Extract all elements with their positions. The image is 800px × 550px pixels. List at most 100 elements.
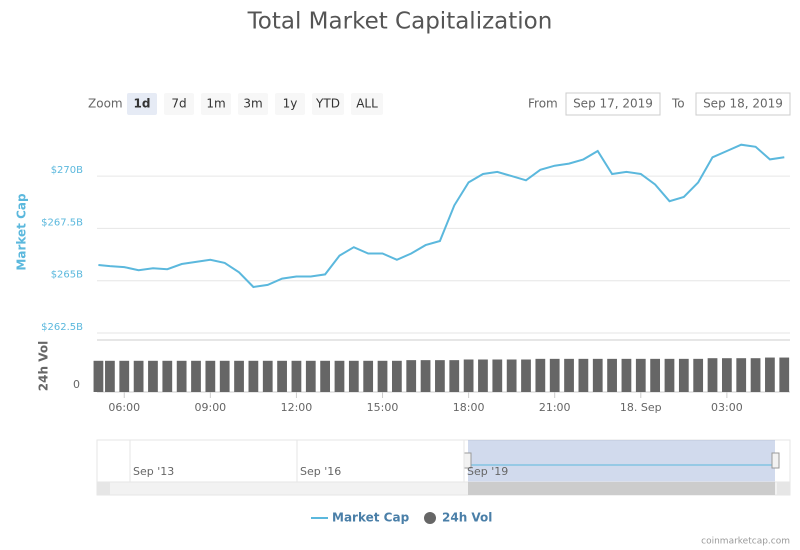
navigator[interactable] — [96, 439, 791, 483]
scrollbar-thumb[interactable] — [468, 482, 775, 495]
y-tick-label: $270B — [51, 165, 83, 176]
volume-bar — [320, 360, 331, 392]
y2-axis-label: 24h Vol — [37, 341, 51, 391]
credit: coinmarketcap.com — [701, 537, 790, 547]
volume-bar — [348, 360, 359, 392]
zoom-button-label[interactable]: 1d — [134, 97, 151, 111]
zoom-button-label[interactable]: 3m — [243, 97, 262, 111]
volume-bar — [133, 360, 144, 392]
volume-bar — [191, 360, 201, 392]
volume-bar — [234, 360, 244, 392]
volume-bar — [248, 360, 259, 392]
x-tick-label: 21:00 — [539, 401, 571, 414]
volume-bar — [148, 360, 158, 392]
x-tick-label: 18. Sep — [620, 401, 662, 414]
chart-title: Total Market Capitalization — [247, 9, 553, 35]
zoom-button-label[interactable]: 1y — [283, 97, 298, 111]
volume-bar — [277, 360, 287, 392]
x-tick-label: 18:00 — [453, 401, 485, 414]
volume-bar — [779, 357, 790, 392]
volume-bar — [262, 360, 273, 392]
y-axis-label: Market Cap — [15, 193, 29, 271]
volume-bar — [549, 358, 560, 392]
volume-bar — [205, 360, 216, 392]
volume-bar — [377, 360, 388, 392]
zoom-label: Zoom — [88, 97, 123, 111]
zoom-button-label[interactable]: ALL — [356, 97, 378, 111]
zoom-button-label[interactable]: 7d — [171, 97, 186, 111]
volume-bar — [736, 358, 747, 392]
to-label: To — [671, 97, 685, 111]
x-tick-label: 15:00 — [367, 401, 399, 414]
volume-bar — [607, 358, 617, 392]
from-date[interactable]: Sep 17, 2019 — [573, 97, 653, 111]
scroll-right[interactable] — [777, 482, 790, 495]
zoom-button[interactable] — [351, 93, 383, 115]
zoom-button[interactable] — [201, 93, 231, 115]
volume-bar — [578, 358, 589, 392]
volume-bar — [492, 359, 503, 392]
volume-bar — [621, 358, 632, 392]
volume-bar — [219, 360, 230, 392]
navigator-label: Sep '13 — [133, 465, 174, 478]
y-tick-label: $262.5B — [41, 322, 83, 333]
volume-bar — [406, 360, 417, 392]
volume-bar — [506, 359, 517, 392]
volume-bar — [765, 357, 775, 392]
volume-bar — [334, 360, 345, 392]
volume-bar — [420, 360, 431, 392]
volume-bar — [707, 358, 718, 392]
volume-bar — [664, 358, 675, 392]
x-tick-label: 12:00 — [281, 401, 313, 414]
volume-bar — [693, 358, 704, 392]
volume-bar — [635, 358, 646, 392]
volume-bar — [162, 360, 173, 392]
navigator-handle[interactable] — [771, 452, 780, 469]
zoom-button-label[interactable]: 1m — [206, 97, 225, 111]
volume-bar — [721, 358, 732, 392]
volume-bar — [435, 360, 445, 392]
volume-bar — [463, 359, 474, 392]
x-tick-label: 06:00 — [108, 401, 140, 414]
zoom-button-label[interactable]: YTD — [315, 97, 340, 111]
scroll-left[interactable] — [97, 482, 110, 495]
zoom-button[interactable] — [164, 93, 194, 115]
zoom-button[interactable] — [238, 93, 268, 115]
volume-bar — [449, 360, 460, 392]
volume-bar — [564, 358, 574, 392]
volume-bar — [363, 360, 374, 392]
zoom-button[interactable] — [275, 93, 305, 115]
volume-bar — [93, 360, 104, 392]
y-tick-label: $265B — [51, 270, 83, 281]
volume-bar — [678, 358, 689, 392]
from-input[interactable] — [565, 92, 661, 116]
to-input[interactable] — [695, 92, 791, 116]
to-date[interactable]: Sep 18, 2019 — [703, 97, 783, 111]
y-tick-label: $267.5B — [41, 217, 83, 228]
volume-bar — [105, 360, 115, 392]
volume-bar — [750, 358, 761, 392]
volume-bar — [176, 360, 187, 392]
legend-label[interactable]: 24h Vol — [442, 511, 492, 525]
volume-bar — [305, 360, 316, 392]
navigator-label: Sep '19 — [467, 465, 508, 478]
zoom-button[interactable] — [312, 93, 344, 115]
volume-bar — [650, 358, 661, 392]
x-tick-label: 03:00 — [711, 401, 743, 414]
legend-label[interactable]: Market Cap — [332, 511, 410, 525]
market-cap-line — [98, 143, 785, 289]
legend-symbol — [424, 512, 436, 524]
volume-bar — [119, 360, 130, 392]
navigator-label: Sep '16 — [300, 465, 341, 478]
volume-bar — [291, 360, 302, 392]
x-tick-label: 09:00 — [194, 401, 226, 414]
from-label: From — [528, 97, 558, 111]
navigator-selection[interactable] — [468, 440, 775, 482]
zoom-button[interactable] — [127, 93, 157, 115]
volume-bar — [391, 360, 402, 392]
y2-tick-label: 0 — [73, 378, 80, 391]
volume-bar — [478, 359, 488, 392]
volume-bar — [521, 359, 531, 392]
volume-bar — [535, 358, 546, 392]
